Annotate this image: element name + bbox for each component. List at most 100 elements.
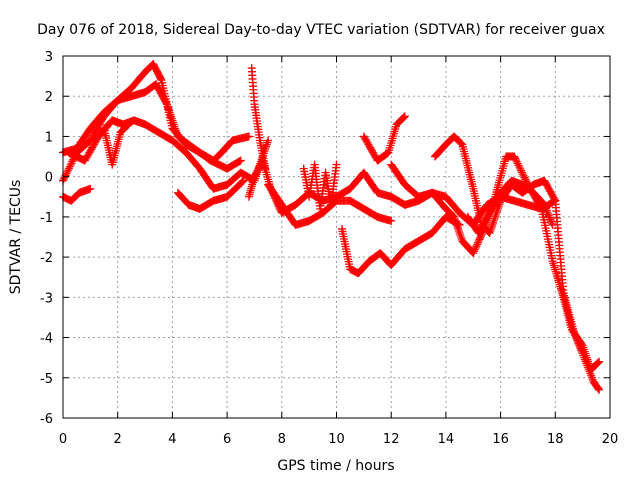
x-tick-label: 8 xyxy=(278,432,286,447)
data-point xyxy=(487,224,496,233)
data-point xyxy=(166,110,175,119)
series-track-8 xyxy=(247,64,270,173)
data-point xyxy=(476,233,485,242)
data-point xyxy=(488,220,497,229)
x-tick-label: 10 xyxy=(328,432,345,447)
data-point xyxy=(162,98,171,107)
data-point xyxy=(387,216,396,225)
data-point xyxy=(454,224,463,233)
data-point xyxy=(167,114,176,123)
data-point xyxy=(457,139,466,148)
x-tick-label: 18 xyxy=(547,432,564,447)
data-point xyxy=(550,195,559,204)
data-point xyxy=(584,365,593,374)
series-track-6 xyxy=(173,176,248,213)
data-point xyxy=(60,173,69,182)
x-tick-label: 6 xyxy=(223,432,231,447)
data-point xyxy=(546,215,555,224)
y-axis-ticks: -6 -5 -4 -3 -2 -1 0 1 2 3 xyxy=(40,50,610,427)
data-point xyxy=(492,208,501,217)
y-tick-label: -3 xyxy=(40,291,53,306)
data-point xyxy=(594,358,603,367)
y-tick-label: -6 xyxy=(40,412,53,427)
data-point xyxy=(593,359,602,368)
data-point xyxy=(170,122,179,131)
data-point xyxy=(164,104,173,113)
data-point xyxy=(575,341,584,350)
data-point xyxy=(452,218,461,227)
data-point xyxy=(587,371,596,380)
data-point xyxy=(239,176,248,185)
data-point xyxy=(451,216,460,225)
x-axis-ticks: 0 2 4 6 8 10 12 14 16 18 20 xyxy=(59,56,618,447)
data-point xyxy=(583,361,592,370)
data-point xyxy=(543,208,552,217)
data-point xyxy=(582,359,591,368)
data-point xyxy=(472,242,481,251)
data-point xyxy=(517,166,526,175)
data-point xyxy=(570,329,579,338)
data-point xyxy=(518,170,527,179)
data-point xyxy=(171,126,180,135)
data-point xyxy=(244,132,253,141)
x-tick-label: 12 xyxy=(383,432,400,447)
data-point xyxy=(577,346,586,355)
data-point xyxy=(474,237,483,246)
data-point xyxy=(520,173,529,182)
grid-lines xyxy=(63,56,610,418)
data-point xyxy=(513,159,522,168)
y-tick-label: 0 xyxy=(45,171,53,186)
data-point xyxy=(400,112,409,121)
data-point xyxy=(584,363,593,372)
data-point xyxy=(544,211,553,220)
data-point xyxy=(164,106,173,115)
data-point xyxy=(235,157,244,166)
data-point xyxy=(571,332,580,341)
y-tick-label: 2 xyxy=(45,90,53,105)
data-point xyxy=(540,200,549,209)
data-point xyxy=(571,331,580,340)
data-point xyxy=(471,243,480,252)
data-point xyxy=(541,202,550,211)
series-track-12 xyxy=(359,112,409,165)
data-point xyxy=(512,157,521,166)
data-point xyxy=(171,124,180,133)
data-point xyxy=(264,136,273,145)
x-tick-label: 20 xyxy=(602,432,619,447)
data-point xyxy=(491,212,500,221)
chart-title: Day 076 of 2018, Sidereal Day-to-day VTE… xyxy=(37,22,605,38)
data-point xyxy=(573,336,582,345)
data-point xyxy=(594,384,603,393)
y-tick-label: -5 xyxy=(40,372,53,387)
data-point xyxy=(475,235,484,244)
data-point xyxy=(456,233,465,241)
data-point xyxy=(547,219,556,228)
y-tick-label: -1 xyxy=(40,211,53,226)
data-point xyxy=(547,217,556,226)
series-track-15 xyxy=(463,176,557,237)
data-point xyxy=(490,214,499,223)
data-point xyxy=(168,116,177,125)
data-point xyxy=(585,367,594,376)
data-point xyxy=(470,245,479,254)
data-point xyxy=(65,162,74,171)
data-point xyxy=(541,204,550,213)
data-point xyxy=(548,220,557,229)
data-point xyxy=(123,121,132,130)
x-tick-label: 14 xyxy=(438,432,455,447)
data-point xyxy=(453,222,462,231)
data-point xyxy=(493,206,502,215)
data-point xyxy=(455,228,464,237)
data-point xyxy=(511,156,520,165)
data-point xyxy=(124,120,133,129)
data-point xyxy=(595,385,604,394)
x-axis-label: GPS time / hours xyxy=(277,458,394,474)
series-track-4 xyxy=(59,184,95,205)
data-point xyxy=(581,357,590,366)
data-point xyxy=(491,210,500,219)
data-point xyxy=(572,334,581,343)
data-point xyxy=(580,355,589,364)
data-point xyxy=(516,164,525,173)
data-point xyxy=(473,240,482,249)
data-point xyxy=(578,349,587,358)
